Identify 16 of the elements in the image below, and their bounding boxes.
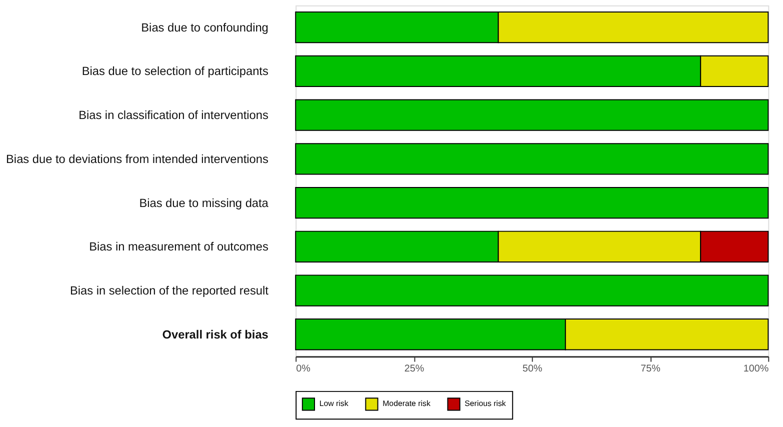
y-tick-label: Overall risk of bias (162, 327, 269, 342)
legend-label: Low risk (319, 399, 348, 408)
legend-label: Moderate risk (382, 399, 430, 408)
legend-label: Serious risk (464, 399, 506, 408)
y-tick-label: Bias due to selection of participants (82, 64, 268, 78)
x-tick-label: 50% (522, 364, 542, 375)
y-tick-label: Bias in measurement of outcomes (89, 240, 268, 254)
x-tick-label: 100% (743, 364, 769, 375)
x-tick-label: 0% (296, 364, 311, 375)
x-tick-label: 25% (404, 364, 424, 375)
y-tick-label: Bias due to deviations from intended interventions (6, 152, 268, 166)
y-tick-label: Bias in selection of the reported result (70, 283, 270, 298)
y-tick-label: Bias due to missing data (139, 196, 269, 210)
y-tick-label: Bias in classification of interventions (78, 108, 268, 122)
y-tick-label: Bias due to confounding (141, 20, 268, 34)
x-tick-label: 75% (640, 364, 661, 375)
